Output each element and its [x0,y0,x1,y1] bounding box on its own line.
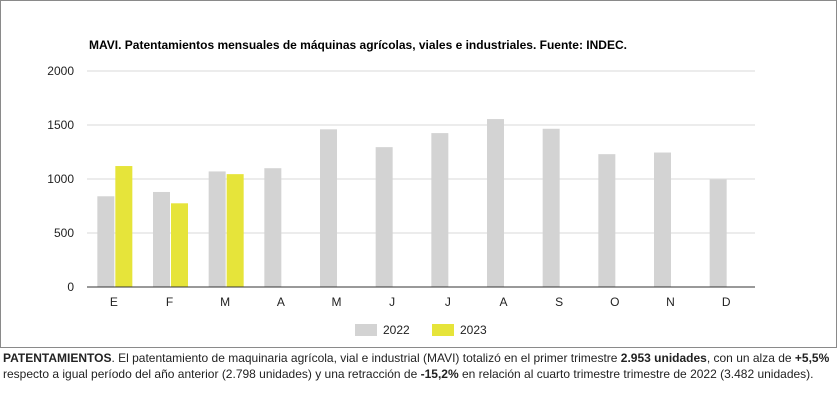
bar-2022 [208,171,226,287]
x-tick-label: A [499,295,507,309]
x-tick-label: D [722,295,731,309]
y-tick-label: 2000 [47,64,74,78]
bar-2022 [97,196,115,287]
bar-2023 [171,203,188,287]
caption-text-1: . El patentamiento de maquinaria agrícol… [111,351,621,365]
legend-swatch [432,324,454,336]
x-tick-label: M [220,295,230,309]
bar-2022 [598,154,616,287]
legend-label: 2022 [383,323,410,337]
y-tick-label: 1500 [47,118,74,132]
caption-text-4: en relación al cuarto trimestre trimestr… [458,367,814,381]
bar-2022 [431,133,449,287]
bars [87,119,755,288]
legend: 2022 2023 [355,323,487,337]
x-tick-label: J [389,295,395,309]
bar-2022 [542,128,560,287]
bar-2022 [487,119,504,287]
legend-swatch [355,324,377,336]
x-tick-label: N [666,295,675,309]
x-tick-label: J [445,295,451,309]
y-tick-label: 0 [67,280,74,294]
x-tick-label: E [110,295,118,309]
bar-2023 [226,174,244,287]
x-tick-label: S [555,295,563,309]
y-tick-label: 500 [54,226,74,240]
bar-chart: MAVI. Patentamientos mensuales de máquin… [47,38,755,337]
x-tick-label: O [610,295,619,309]
chart-title: MAVI. Patentamientos mensuales de máquin… [89,38,627,52]
legend-item: 2023 [432,323,487,337]
bar-2022 [709,179,727,287]
caption-rise: +5,5% [794,351,830,365]
x-tick-label: M [332,295,342,309]
bar-2023 [115,166,133,287]
x-tick-label: A [277,295,285,309]
chart-caption: PATENTAMIENTOS. El patentamiento de maqu… [3,350,835,382]
y-axis: 0 500 1000 1500 2000 [47,64,74,294]
bar-2022 [320,129,337,287]
bar-2022 [654,152,671,287]
legend-label: 2023 [460,323,487,337]
legend-item: 2022 [355,323,410,337]
caption-text-3: respecto a igual período del año anterio… [3,367,421,381]
caption-text-2: , con un alza de [706,351,795,365]
bar-2022 [264,168,282,287]
bar-2022 [375,147,393,287]
caption-units: 2.953 unidades [620,351,707,365]
y-tick-label: 1000 [47,172,74,186]
x-tick-label: F [166,295,173,309]
bar-2022 [153,191,170,287]
caption-heading: PATENTAMIENTOS [3,351,112,365]
caption-drop: -15,2% [420,367,459,381]
chart-container: MAVI. Patentamientos mensuales de máquin… [0,0,837,348]
